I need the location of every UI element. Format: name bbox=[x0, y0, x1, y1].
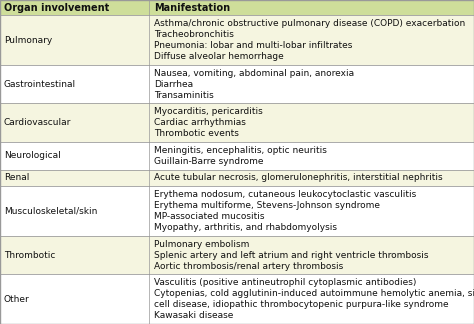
Bar bbox=[0, 103, 474, 142]
Text: Meningitis, encephalitis, optic neuritis: Meningitis, encephalitis, optic neuritis bbox=[155, 146, 327, 155]
Text: Transaminitis: Transaminitis bbox=[155, 90, 214, 99]
Text: Diarrhea: Diarrhea bbox=[155, 80, 193, 88]
Text: Pulmonary: Pulmonary bbox=[4, 36, 52, 44]
Text: Renal: Renal bbox=[4, 173, 29, 182]
Text: Nausea, vomiting, abdominal pain, anorexia: Nausea, vomiting, abdominal pain, anorex… bbox=[155, 69, 355, 78]
Text: cell disease, idiopathic thrombocytopenic purpura-like syndrome: cell disease, idiopathic thrombocytopeni… bbox=[155, 300, 449, 309]
Text: Myocarditis, pericarditis: Myocarditis, pericarditis bbox=[155, 107, 263, 116]
Text: Splenic artery and left atrium and right ventricle thrombosis: Splenic artery and left atrium and right… bbox=[155, 251, 429, 260]
Text: Gastrointestinal: Gastrointestinal bbox=[4, 80, 76, 88]
Text: Neurological: Neurological bbox=[4, 151, 61, 160]
Bar bbox=[0, 0, 474, 15]
Text: Musculoskeletal/skin: Musculoskeletal/skin bbox=[4, 207, 97, 215]
Text: Guillain-Barre syndrome: Guillain-Barre syndrome bbox=[155, 157, 264, 166]
Text: Asthma/chronic obstructive pulmonary disease (COPD) exacerbation: Asthma/chronic obstructive pulmonary dis… bbox=[155, 19, 465, 28]
Bar bbox=[0, 236, 474, 274]
Text: Erythema nodosum, cutaneous leukocytoclastic vasculitis: Erythema nodosum, cutaneous leukocytocla… bbox=[155, 190, 417, 199]
Text: Aortic thrombosis/renal artery thrombosis: Aortic thrombosis/renal artery thrombosi… bbox=[155, 261, 344, 271]
Text: Cardiovascular: Cardiovascular bbox=[4, 118, 72, 127]
Text: Kawasaki disease: Kawasaki disease bbox=[155, 311, 234, 320]
Bar bbox=[0, 15, 474, 65]
Bar bbox=[0, 186, 474, 236]
Text: Pneumonia: lobar and multi-lobar infiltrates: Pneumonia: lobar and multi-lobar infiltr… bbox=[155, 41, 353, 50]
Text: Thrombotic: Thrombotic bbox=[4, 251, 55, 260]
Text: Other: Other bbox=[4, 295, 30, 304]
Text: Vasculitis (positive antineutrophil cytoplasmic antibodies): Vasculitis (positive antineutrophil cyto… bbox=[155, 278, 417, 287]
Text: Thrombotic events: Thrombotic events bbox=[155, 129, 239, 138]
Text: Organ involvement: Organ involvement bbox=[4, 3, 109, 13]
Text: Diffuse alveolar hemorrhage: Diffuse alveolar hemorrhage bbox=[155, 52, 284, 61]
Bar bbox=[0, 142, 474, 170]
Text: Tracheobronchitis: Tracheobronchitis bbox=[155, 30, 234, 39]
Bar bbox=[0, 170, 474, 186]
Text: Cytopenias, cold agglutinin-induced autoimmune hemolytic anemia, sickle: Cytopenias, cold agglutinin-induced auto… bbox=[155, 289, 474, 298]
Text: Acute tubular necrosis, glomerulonephritis, interstitial nephritis: Acute tubular necrosis, glomerulonephrit… bbox=[155, 173, 443, 182]
Text: Erythema multiforme, Stevens-Johnson syndrome: Erythema multiforme, Stevens-Johnson syn… bbox=[155, 201, 380, 210]
Text: Cardiac arrhythmias: Cardiac arrhythmias bbox=[155, 118, 246, 127]
Text: MP-associated mucositis: MP-associated mucositis bbox=[155, 212, 265, 221]
Bar bbox=[0, 65, 474, 103]
Text: Manifestation: Manifestation bbox=[155, 3, 230, 13]
Bar bbox=[0, 274, 474, 324]
Text: Myopathy, arthritis, and rhabdomyolysis: Myopathy, arthritis, and rhabdomyolysis bbox=[155, 223, 337, 232]
Text: Pulmonary embolism: Pulmonary embolism bbox=[155, 240, 250, 249]
